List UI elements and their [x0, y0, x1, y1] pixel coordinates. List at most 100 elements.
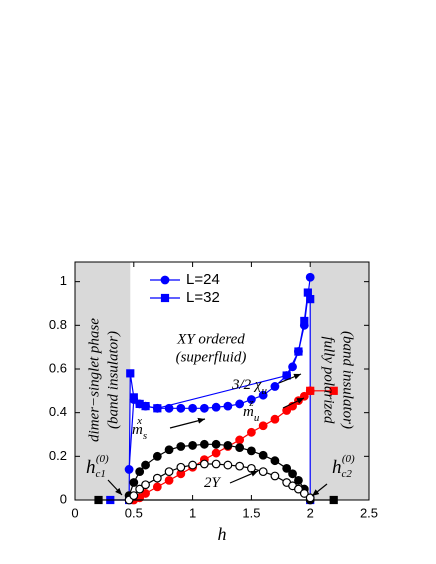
arrow [229, 470, 259, 484]
data-point [282, 463, 292, 473]
arrow [278, 373, 302, 384]
region-label: fully polarized [321, 336, 337, 424]
curve-label: msx [132, 415, 147, 442]
data-point [135, 484, 145, 494]
y-tick-label: 0.8 [49, 317, 67, 332]
data-point [188, 441, 198, 450]
curve-label-sup: z [248, 397, 254, 409]
data-point [282, 371, 291, 380]
shaded-regions [75, 262, 369, 500]
data-point [129, 491, 139, 501]
data-point [258, 467, 268, 477]
data-point [294, 475, 303, 485]
curve-label-sub: u [254, 412, 260, 424]
data-point [135, 467, 145, 477]
region-label: dimer−singlet phase [86, 318, 102, 442]
curve-label-sub: c2 [342, 468, 353, 480]
data-point [303, 288, 312, 297]
curve-label-sup: (0) [342, 453, 355, 465]
labels: 0 0.5 1 1.5 2 2.5 0 0.2 0.4 0.6 0.8 1 h L=24L=32 dimer… [49, 271, 378, 544]
arrow [107, 479, 123, 496]
data-point [246, 395, 256, 404]
data-point [299, 489, 309, 498]
curve-label: 3/2 χu [231, 377, 268, 396]
series [124, 439, 315, 505]
series [306, 386, 338, 395]
arrow [282, 397, 305, 409]
data-point [235, 399, 245, 409]
curve-label-main: 3/2 χ [231, 377, 262, 393]
data-point [223, 401, 233, 411]
data-point [126, 369, 135, 378]
legend-label: L=24 [186, 271, 220, 288]
data-point [152, 482, 162, 492]
arrow [311, 483, 328, 497]
curve-label-main: h [86, 457, 96, 478]
data-point [129, 478, 139, 487]
curve-label-sup: x [136, 415, 142, 427]
arrows [107, 373, 328, 497]
x-tick-label: 2.5 [360, 505, 378, 520]
curve-label-sub: u [262, 385, 268, 397]
data-point [199, 439, 209, 449]
data-point [329, 386, 338, 395]
data-point [270, 382, 280, 391]
legend-marker [160, 293, 170, 303]
y-tick-label: 0.6 [49, 360, 67, 375]
data-point [258, 450, 268, 460]
shaded-region [75, 262, 131, 500]
data-point [129, 393, 138, 402]
data-point [258, 421, 268, 431]
y-tick-label: 0 [60, 491, 67, 506]
region-label: (band insulator) [340, 331, 356, 429]
data-point [199, 403, 209, 413]
data-point [211, 439, 221, 449]
region-label: (band insulator) [105, 331, 121, 429]
curve-label-sup: (0) [96, 453, 109, 465]
data-point [164, 445, 174, 455]
x-axis-label: h [218, 524, 227, 544]
data-point [94, 495, 103, 505]
data-point [306, 295, 315, 304]
data-point [164, 475, 174, 485]
data-point [329, 495, 338, 505]
data-point [153, 404, 162, 413]
series [124, 459, 315, 505]
data-point [176, 403, 186, 413]
region-label: XY ordered [176, 331, 245, 347]
plot-area [94, 272, 338, 505]
curve-label-sub: c1 [96, 468, 106, 480]
data-point [211, 448, 221, 458]
legend-label: L=32 [186, 289, 220, 306]
data-point [306, 386, 315, 395]
data-point [300, 316, 309, 326]
curve-label-main: m [243, 404, 254, 420]
data-point [141, 460, 150, 470]
data-point [246, 463, 256, 473]
shaded-region [310, 262, 369, 500]
data-point [141, 489, 150, 498]
data-point [152, 451, 162, 461]
y-tick-label: 0.4 [49, 404, 67, 419]
x-tick-label: 0 [71, 505, 78, 520]
series [94, 495, 338, 505]
data-point [223, 460, 233, 470]
data-point [211, 402, 221, 412]
data-point [270, 456, 280, 466]
data-point [152, 473, 162, 483]
curve-label: 2Υ [204, 475, 222, 491]
data-point [141, 402, 150, 411]
data-point [258, 390, 268, 400]
data-point [235, 443, 245, 452]
data-point [141, 480, 150, 490]
x-tick-label: 1.5 [242, 505, 260, 520]
data-point [246, 427, 256, 437]
data-point [235, 435, 245, 445]
legend-marker [160, 275, 170, 285]
y-tick-label: 0.2 [49, 448, 67, 463]
data-point [235, 461, 245, 471]
data-point [211, 459, 221, 469]
data-point [294, 347, 303, 356]
y-tick-label: 1 [60, 273, 67, 288]
